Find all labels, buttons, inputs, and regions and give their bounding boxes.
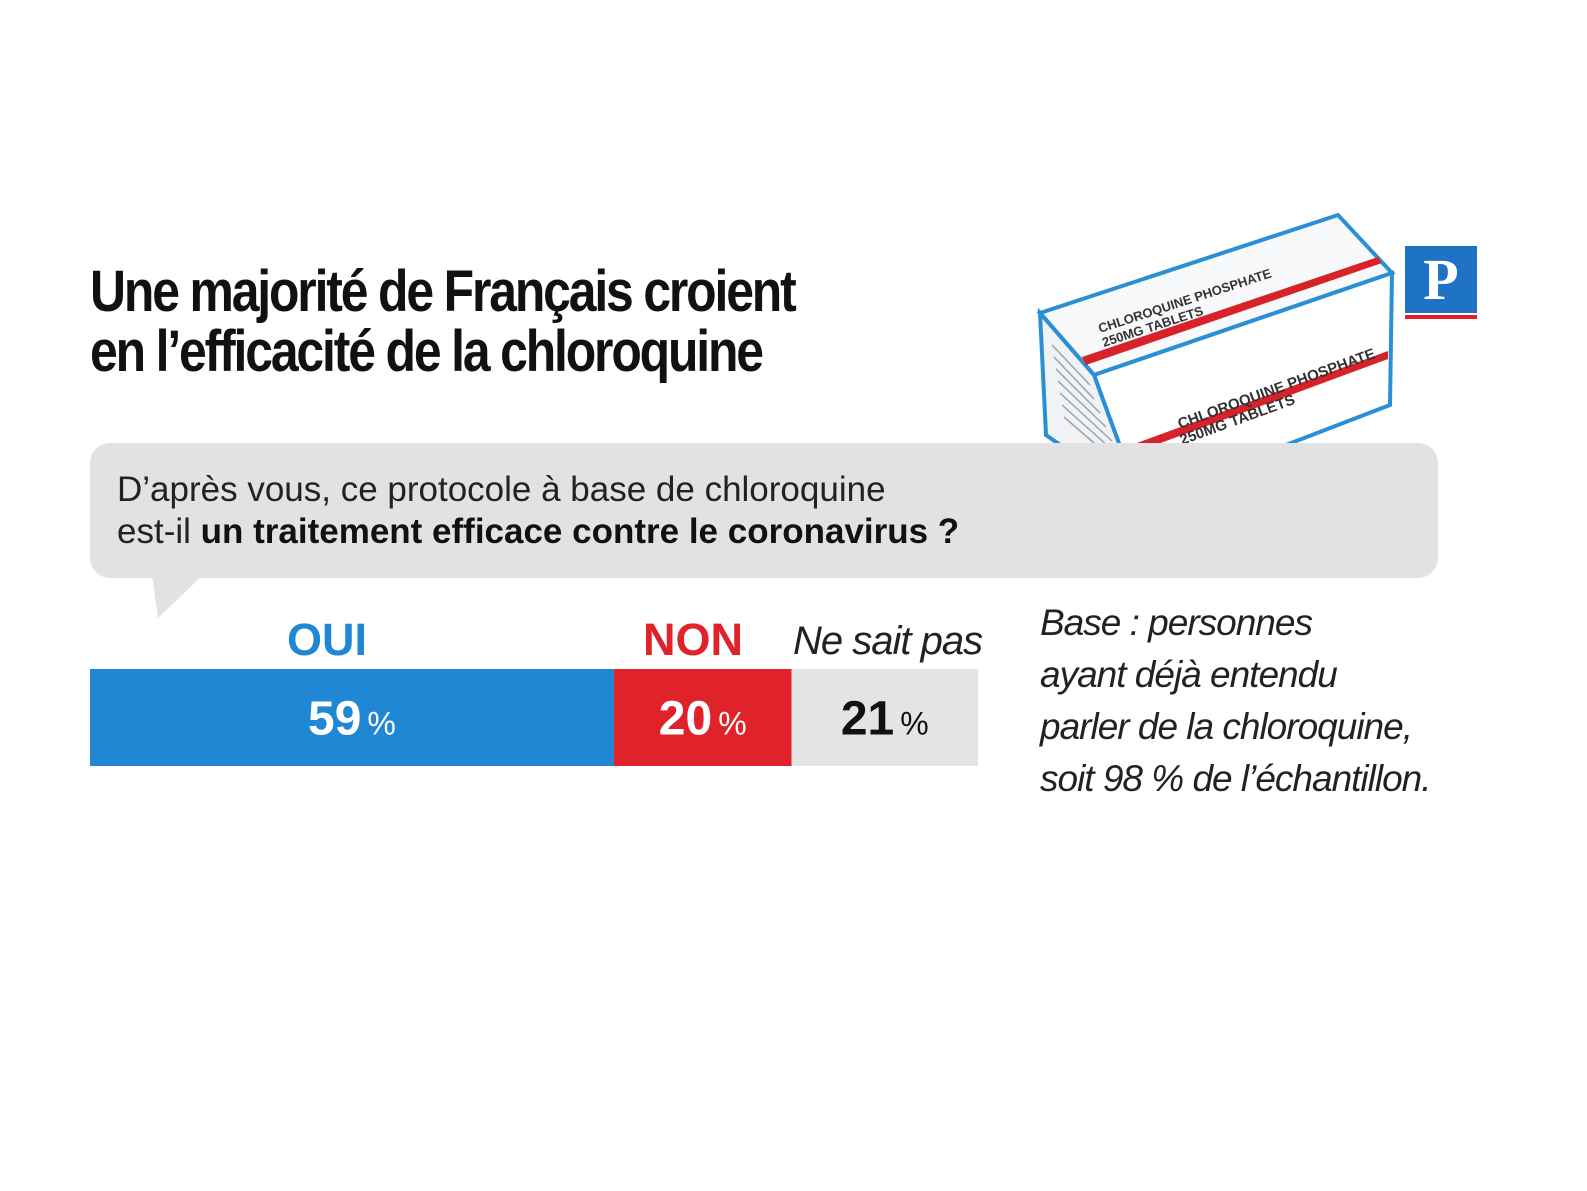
publisher-logo: P (1405, 246, 1477, 313)
category-label-ne-sait-pas: Ne sait pas (793, 619, 983, 663)
note-line-2: ayant déjà entendu (1040, 654, 1338, 695)
bar-segment-non (613, 669, 792, 766)
question-line-2: est-il un traitement efficace contre le … (117, 511, 1237, 553)
question-bubble (90, 443, 1438, 578)
category-label-non: NON (643, 614, 743, 665)
value-label-non: 20% (659, 693, 747, 746)
bar-segment-oui (90, 669, 614, 766)
title-line-1: Une majorité de Français croient (90, 259, 797, 324)
bar-segment-ne-sait-pas (791, 669, 978, 766)
value-label-oui: 59% (308, 693, 396, 746)
chart-title: Une majorité de Français croient en l’ef… (90, 262, 898, 382)
medicine-box-image: CHLOROQUINE PHOSPHATE 250MG TABLETS CHLO… (1036, 212, 1396, 505)
logo-underline (1405, 315, 1477, 319)
note-line-3: parler de la chloroquine, (1040, 706, 1413, 747)
note-line-4: soit 98 % de l’échantillon. (1040, 758, 1432, 799)
category-label-oui: OUI (287, 614, 368, 665)
title-line-2: en l’efficacité de la chloroquine (90, 319, 764, 384)
value-label-ne-sait-pas: 21% (841, 693, 929, 746)
question-line-1: D’après vous, ce protocole à base de chl… (117, 470, 886, 509)
sample-base-note: Base : personnes ayant déjà entendu parl… (1040, 597, 1560, 805)
note-line-1: Base : personnes (1040, 602, 1313, 643)
question-prefix: est-il (117, 512, 201, 551)
survey-question: D’après vous, ce protocole à base de chl… (117, 469, 1237, 553)
bubble-tail (152, 576, 202, 618)
question-emphasis: un traitement efficace contre le coronav… (200, 512, 960, 551)
